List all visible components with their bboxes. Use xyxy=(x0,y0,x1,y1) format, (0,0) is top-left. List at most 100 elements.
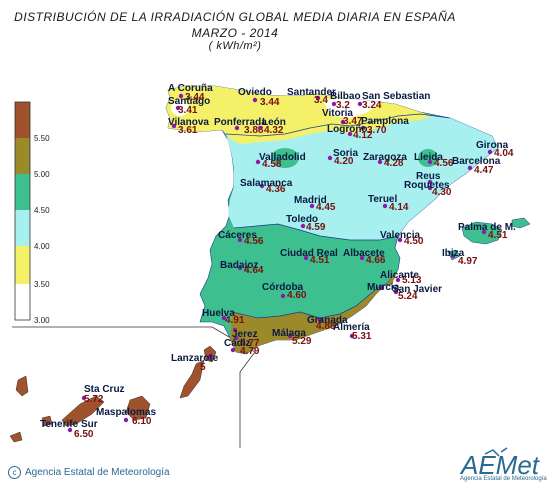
station-dot xyxy=(300,223,306,229)
legend-tick-label: 4.00 xyxy=(34,242,50,251)
station-value: 5.13 xyxy=(402,275,422,286)
station-value: 3.41 xyxy=(178,105,198,116)
station-value: 4.28 xyxy=(384,158,404,169)
station-value: 3.70 xyxy=(367,125,387,136)
station-name: Tenerife Sur xyxy=(40,419,98,430)
island-fuerteventura xyxy=(179,359,205,399)
station-name: Albacete xyxy=(343,248,385,259)
station-dot xyxy=(123,417,129,423)
island-la-palma xyxy=(15,375,29,397)
station-name: Oviedo xyxy=(238,87,272,98)
station-name: Soria xyxy=(333,148,358,159)
station-name: Málaga xyxy=(272,328,306,339)
island-la-gomera xyxy=(41,415,53,427)
station-name: Jerez xyxy=(232,329,258,340)
station-name: Cádiz xyxy=(224,338,251,349)
station-value: 5.31 xyxy=(352,331,372,342)
station-name: Santander xyxy=(287,87,336,98)
station-dot xyxy=(395,277,401,283)
station-name: Palma de M. xyxy=(458,222,516,233)
station-name: Almería xyxy=(333,322,370,333)
station-marker: Palma de M.4.51 xyxy=(458,222,516,241)
station-name: León xyxy=(262,117,286,128)
legend-band-4-5-to-5 xyxy=(15,174,30,210)
station-value: 4.91 xyxy=(225,315,245,326)
station-name: Murcia xyxy=(367,282,400,293)
station-value: 4.64 xyxy=(244,265,264,276)
station-dot xyxy=(237,237,243,243)
station-name: Teruel xyxy=(368,194,397,205)
station-name: Sta Cruz xyxy=(84,384,125,395)
aemet-logo-subtext: Agencia Estatal de Meteorología xyxy=(460,476,547,482)
station-value: 4.60 xyxy=(287,290,307,301)
station-name: San Sebastian xyxy=(362,91,430,102)
canary-inset-frame xyxy=(12,326,256,448)
legend-band-3-to-3-5 xyxy=(15,284,30,320)
station-name: Ponferrada xyxy=(214,117,267,128)
station-value: 4.59 xyxy=(306,222,326,233)
station-dot xyxy=(349,333,355,339)
station-value: 4.56 xyxy=(244,236,264,247)
station-dot xyxy=(234,125,240,131)
station-name: Girona xyxy=(476,140,509,151)
station-dot xyxy=(481,229,487,235)
legend: 5.50 5.00 4.50 4.00 3.50 3.00 xyxy=(14,101,50,325)
station-dot xyxy=(252,97,258,103)
station-dot xyxy=(259,183,265,189)
station-name: Vitoria xyxy=(322,108,353,119)
station-dot xyxy=(331,101,337,107)
mallorca-island xyxy=(461,221,503,245)
station-dot xyxy=(178,93,184,99)
station-dot xyxy=(221,315,227,321)
station-dot xyxy=(379,285,385,291)
legend-tick-label: 5.00 xyxy=(34,170,50,179)
station-dot xyxy=(207,353,213,359)
station-value: 3.44 xyxy=(185,92,205,103)
station-value: 3.2 xyxy=(336,100,350,111)
station-dot xyxy=(427,185,433,191)
station-name: Santiago xyxy=(168,96,210,107)
station-value: 4.36 xyxy=(266,184,286,195)
aemet-logo-text: AEMet xyxy=(459,450,541,480)
station-dot xyxy=(309,203,315,209)
station-dot xyxy=(427,179,433,185)
island-el-hierro xyxy=(9,431,23,443)
station-name: Vilanova xyxy=(168,117,209,128)
station-value: 6.10 xyxy=(132,416,152,427)
station-dot xyxy=(347,131,353,137)
legend-tick-label: 3.50 xyxy=(34,280,50,289)
station-value: 4.58 xyxy=(262,159,282,170)
station-name: Lleida xyxy=(414,152,443,163)
map-period: MARZO - 2014 xyxy=(191,26,279,40)
station-value: 4.51 xyxy=(488,230,508,241)
station-value: 4.79 xyxy=(240,346,260,357)
legend-band-3-5-to-4 xyxy=(15,246,30,284)
isolines xyxy=(225,113,451,319)
agency-name: Agencia Estatal de Meteorología xyxy=(25,467,170,478)
station-dot xyxy=(450,253,456,259)
station-name: Maspalomas xyxy=(96,407,156,418)
station-dot xyxy=(382,203,388,209)
station-value: 4.32 xyxy=(264,125,284,136)
station-dot xyxy=(393,289,399,295)
station-dot xyxy=(359,255,365,261)
zone-4-5-to-5-valladolid xyxy=(271,148,299,168)
